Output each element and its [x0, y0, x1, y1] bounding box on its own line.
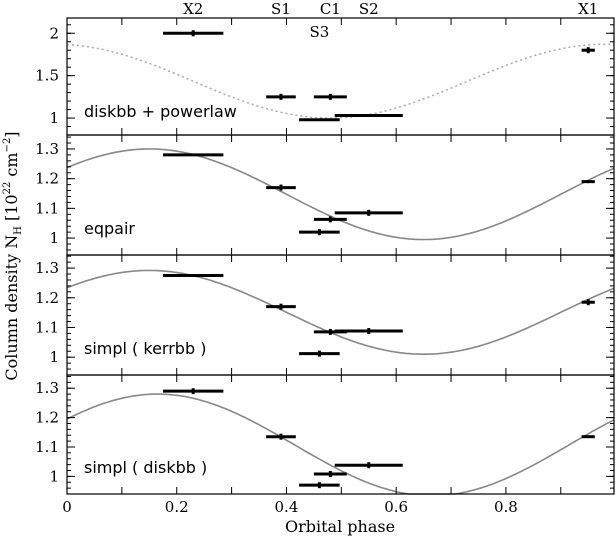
x-tick-label: 0.2	[165, 498, 189, 516]
y-tick-label: 1.1	[35, 318, 59, 336]
panel-frame	[66, 134, 615, 256]
model-curve	[66, 269, 615, 355]
model-curve	[66, 393, 615, 495]
observation-label: S1	[271, 0, 291, 18]
panel-label: diskbb + powerlaw	[84, 102, 237, 121]
panel-label: eqpair	[84, 219, 135, 238]
observation-label: S2	[359, 0, 379, 18]
y-tick-label: 1.1	[35, 199, 59, 217]
y-tick-label: 1.5	[35, 67, 59, 85]
y-axis-label: Column density NH [1022 cm−2]	[2, 131, 24, 380]
panel-label: simpl ( kerrbb )	[84, 339, 206, 358]
y-tick-label: 1.3	[35, 379, 59, 397]
panel-label: simpl ( diskbb )	[84, 458, 207, 477]
observation-label: C1	[320, 0, 341, 18]
y-tick-label: 1	[49, 109, 59, 127]
y-tick-label: 1.3	[35, 259, 59, 277]
y-tick-label: 1.3	[35, 140, 59, 158]
model-curve	[66, 43, 615, 119]
y-tick-label: 2	[49, 24, 59, 42]
x-tick-label: 0.8	[494, 498, 518, 516]
x-tick-label: 0.6	[384, 498, 408, 516]
x-tick-label: 0.4	[275, 498, 299, 516]
x-tick-label: 0	[62, 498, 72, 516]
observation-label: S3	[309, 23, 329, 41]
y-tick-label: 1.2	[35, 170, 59, 188]
panel-frame	[66, 374, 615, 495]
y-tick-label: 1.1	[35, 438, 59, 456]
y-tick-label: 1	[49, 467, 59, 485]
model-curve	[66, 148, 615, 241]
observation-label: X1	[578, 0, 598, 18]
y-tick-label: 1.2	[35, 409, 59, 427]
y-tick-label: 1.2	[35, 289, 59, 307]
y-tick-label: 1	[49, 229, 59, 247]
y-tick-label: 1	[49, 348, 59, 366]
x-axis-label: Orbital phase	[285, 517, 395, 536]
observation-label: X2	[183, 0, 203, 18]
